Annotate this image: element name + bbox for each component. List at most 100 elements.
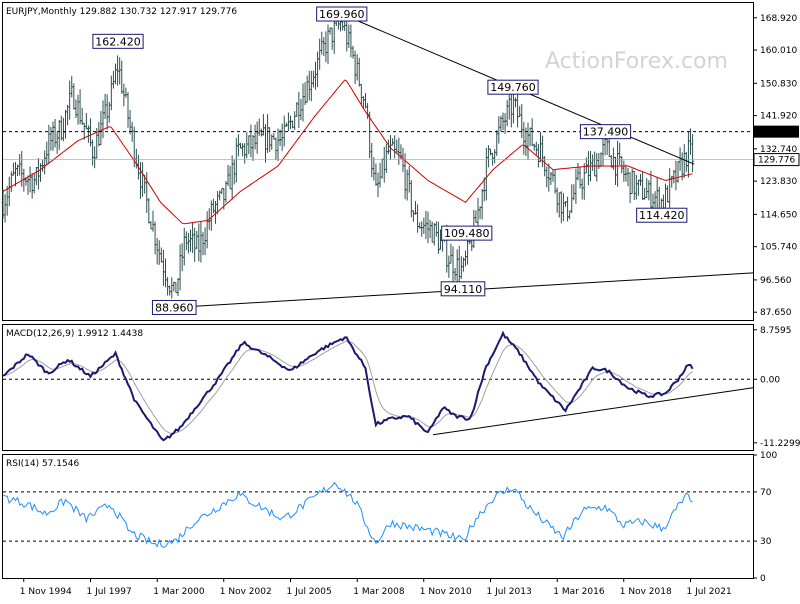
price-bar [228,165,232,190]
y-tick-label: 160.010 [760,46,797,56]
y-tick-label: 30 [760,537,772,547]
price-bar [686,131,690,178]
price-annotation-box [151,299,197,315]
price-bar [643,187,647,200]
price-bar [176,278,180,296]
price-bar [224,180,228,203]
price-bar [220,188,224,195]
price-annotation-label: 169.960 [319,8,365,21]
price-bar [66,104,70,126]
price-bar [59,115,63,141]
price-bar [632,170,636,200]
price-bar [620,156,624,174]
price-bar [474,210,478,223]
price-bar [126,92,130,128]
price-bar [372,157,376,181]
price-bar [536,144,540,168]
price-bar [432,223,436,246]
price-pane-title: EURJPY,Monthly 129.882 130.732 127.917 1… [6,7,237,17]
price-bar [426,211,430,244]
y-tick-label: -11.2299 [760,439,800,449]
price-bar [561,193,565,222]
price-annotation-label: 114.420 [639,209,685,222]
price-bar [547,163,551,192]
price-bar [626,168,630,187]
y-tick-label: 8.7595 [760,326,792,336]
price-bar [53,118,57,148]
price-bar [259,128,263,137]
price-bar [128,109,132,135]
price-tag: 129.776 [753,153,800,167]
price-bar [534,141,538,156]
price-annotation-box [316,6,368,22]
price-bar [664,183,667,210]
price-bar [641,171,645,200]
price-bar [382,146,386,183]
price-bar [480,188,484,220]
price-bar [555,187,559,213]
price-bar [416,204,420,233]
price-bar [268,127,272,152]
price-bar [309,70,313,102]
price-bar [647,180,651,201]
price-bar [593,151,597,177]
price-bar [582,163,586,200]
price-annotation-box [487,79,539,95]
price-bar [26,175,30,195]
price-bar [411,210,415,222]
price-bar [374,163,378,187]
price-bar [351,45,355,59]
price-bar [353,50,357,85]
price-bar [18,154,22,176]
price-bar [559,191,563,224]
price-bar [78,89,82,125]
price-bar [645,178,649,198]
price-bar [249,124,253,158]
price-bar [434,221,438,237]
price-bar [516,89,520,128]
rsi-series [2,482,753,549]
price-bar [5,186,9,216]
macd-series [2,330,754,442]
price-bar [670,175,674,188]
price-bar [614,156,617,185]
price-tag-label: 129.776 [758,156,795,166]
price-bar [255,121,259,154]
price-bar [203,227,207,256]
price-bar [580,178,584,200]
price-bar [209,200,213,231]
price-bar [157,240,161,265]
price-bar [197,223,201,262]
price-bar [376,172,380,198]
price-annotation: 137.490 [579,124,632,140]
price-bar [395,139,399,153]
price-bar [97,121,101,147]
axes: 168.920 160.010 150.830 141.920 132.740 123.8… [20,14,800,597]
rsi-line [2,482,693,549]
price-bar [211,198,215,214]
price-bar [111,70,115,89]
price-bar [397,137,401,165]
price-bar [178,244,182,291]
price-bar [586,151,590,186]
price-bar [51,121,55,151]
y-tick-label: 105.740 [760,243,797,253]
price-annotation-box [92,33,144,49]
price-bar [14,161,17,187]
watermark: ActionForex.com [545,49,728,74]
price-bar [301,83,305,122]
price-annotation: 149.760 [487,79,539,95]
x-tick-label: 1 Jul 1997 [87,587,132,597]
price-bar [364,93,367,109]
price-bar [568,210,572,220]
price-bar [139,162,142,199]
price-bar [572,184,576,201]
price-bar [155,237,159,265]
price-bar [276,128,280,162]
x-tick-label: 1 Mar 2016 [553,587,605,597]
y-tick-label: 96.560 [760,276,792,286]
price-bar [266,114,270,153]
level-tag-label: 137.490 [758,128,795,138]
price-bar [514,97,517,108]
